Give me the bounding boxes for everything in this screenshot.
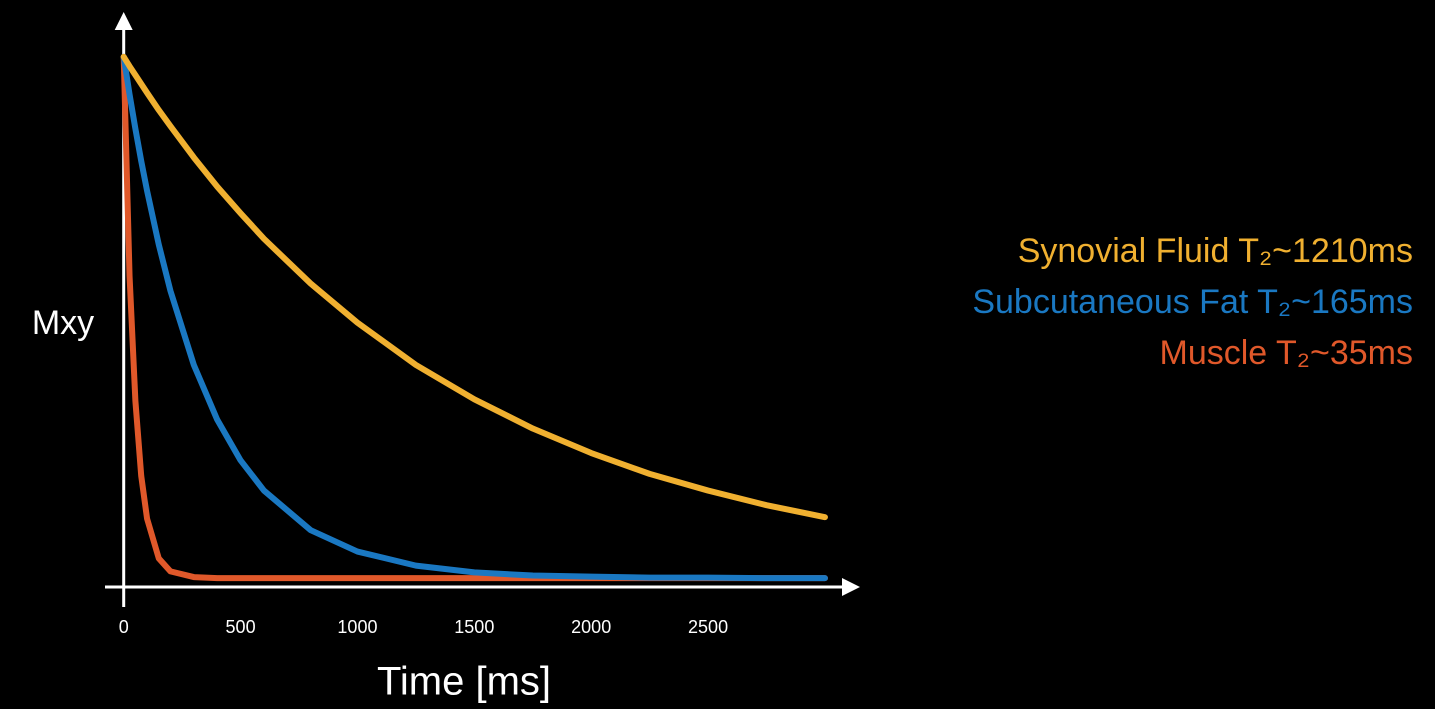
y-axis-arrow xyxy=(114,12,133,30)
curve xyxy=(120,53,828,521)
legend-entry: Synovial Fluid T₂~1210ms xyxy=(1018,232,1413,270)
curve xyxy=(120,53,828,582)
x-tick-label: 1500 xyxy=(454,617,494,637)
x-axis-title: Time [ms] xyxy=(377,660,551,704)
x-tick-label: 2000 xyxy=(571,617,611,637)
x-tick-label: 0 xyxy=(119,617,129,637)
x-tick-label: 1000 xyxy=(337,617,377,637)
x-tick-label: 500 xyxy=(226,617,256,637)
legend-entry: Subcutaneous Fat T₂~165ms xyxy=(972,283,1413,321)
x-tick-label: 2500 xyxy=(688,617,728,637)
x-axis-arrow xyxy=(842,578,860,596)
y-axis-title: Mxy xyxy=(32,304,94,342)
legend-entry: Muscle T₂~35ms xyxy=(1160,334,1414,372)
